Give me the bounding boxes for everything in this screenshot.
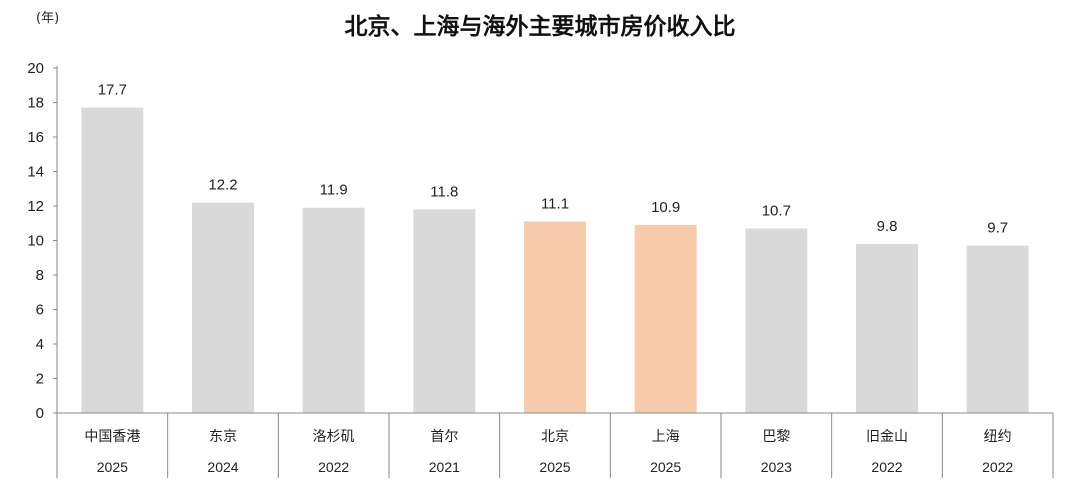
x-year-label: 2025 [539,459,570,475]
y-tick-label: 12 [27,198,44,215]
bar [302,207,365,413]
bar-value-label: 12.2 [208,177,237,194]
x-category-label: 中国香港 [84,429,140,445]
x-year-label: 2021 [429,459,460,475]
bar [856,243,918,413]
x-category-label: 巴黎 [762,429,790,445]
axes-group [53,66,1054,478]
y-tick-label: 16 [27,129,44,146]
bar-value-label: 10.7 [762,202,791,219]
bar [966,245,1029,413]
y-axis: 0 2 4 6 8 10 12 14 16 18 20 [27,60,44,422]
x-year-label: 2023 [761,459,792,475]
bar [524,221,586,413]
x-axis-labels: 中国香港 2025 东京 2024 洛杉矶 2022 首尔 2021 北京 2025 上海 2025 巴… [84,429,1013,475]
y-tick-label: 0 [36,405,44,422]
y-tick-label: 4 [36,336,44,353]
x-category-label: 上海 [652,429,680,445]
bar [413,209,476,413]
x-category-label: 旧金山 [866,429,908,445]
x-year-label: 2022 [982,459,1013,475]
y-tick-label: 14 [27,164,44,181]
x-year-label: 2022 [871,459,902,475]
y-tick-label: 6 [36,302,44,319]
chart-title: 北京、上海与海外主要城市房价收入比 [345,13,736,40]
y-tick-label: 10 [27,233,44,250]
bar-value-label: 11.9 [320,182,348,199]
x-category-label: 北京 [541,429,569,445]
bar [192,202,254,413]
bar [634,224,697,413]
bar-value-label: 10.9 [651,199,680,216]
x-year-label: 2025 [97,459,128,475]
x-year-label: 2022 [318,459,349,475]
bar [81,107,144,414]
x-category-label: 洛杉矶 [313,429,355,445]
bars-group: 17.7 12.2 11.9 11.8 11.1 10.9 10.7 9.8 9.7 [81,82,1029,414]
bar [745,228,808,413]
bar-value-label: 11.8 [430,183,458,200]
y-tick-label: 18 [27,95,44,112]
y-axis-unit-label: (年) [36,11,59,26]
y-tick-label: 2 [36,371,44,388]
x-year-label: 2025 [650,459,681,475]
x-year-label: 2024 [207,459,238,475]
bar-value-label: 17.7 [98,82,127,99]
y-tick-label: 8 [36,267,44,284]
y-tick-label: 20 [27,60,44,77]
x-category-label: 首尔 [430,429,458,445]
bar-value-label: 9.8 [877,218,898,235]
bar-value-label: 9.7 [987,220,1008,237]
x-category-label: 东京 [209,429,237,445]
bar-value-label: 11.1 [541,196,569,213]
x-category-label: 纽约 [984,429,1012,445]
